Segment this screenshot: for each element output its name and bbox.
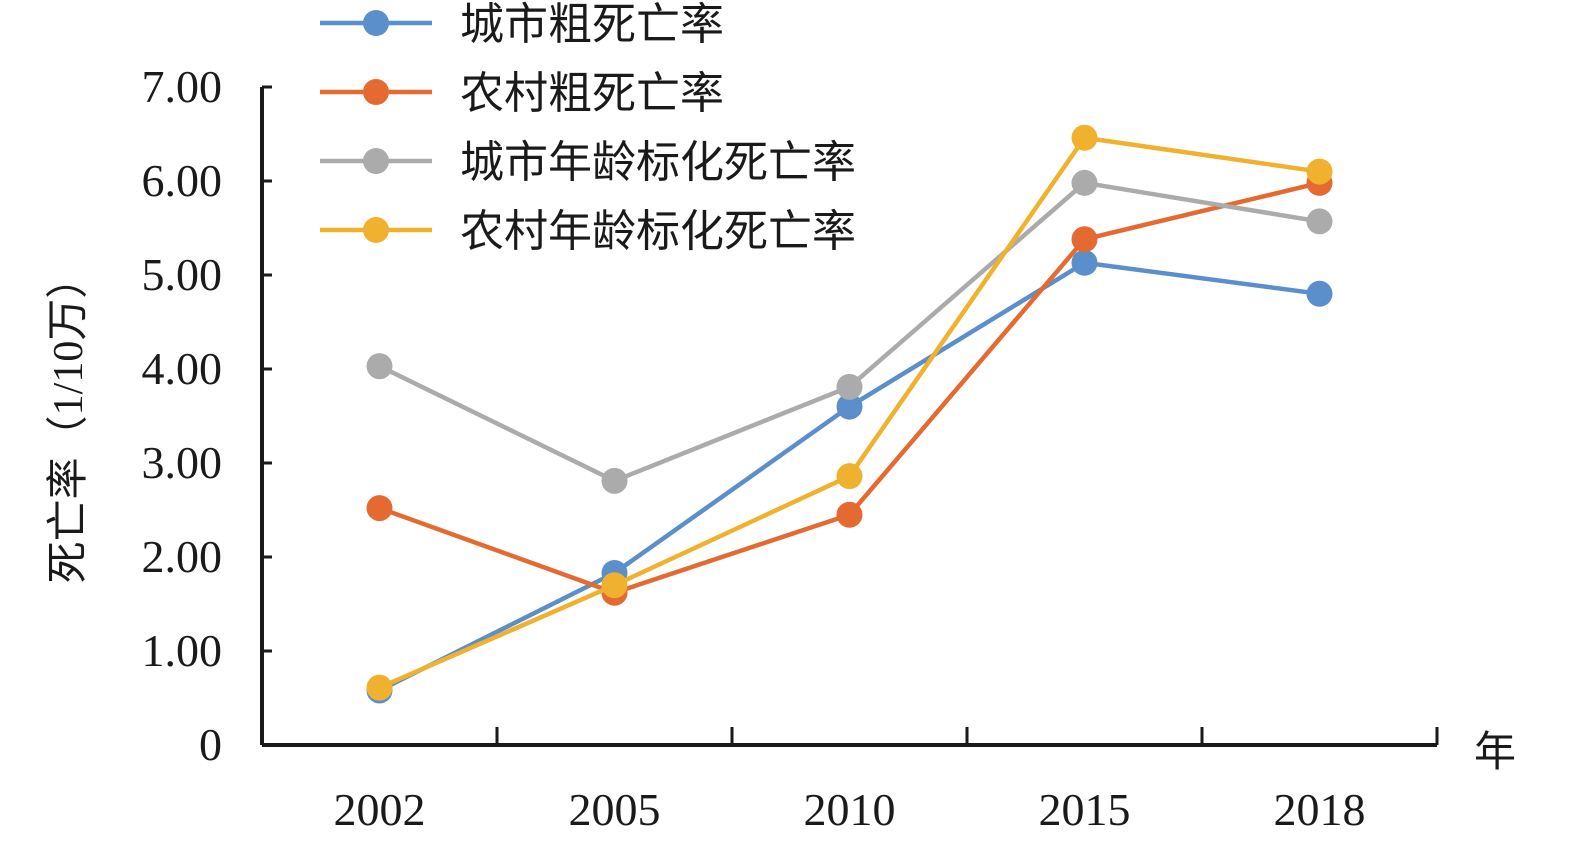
legend-marker xyxy=(363,217,389,243)
y-tick-label: 3.00 xyxy=(142,437,223,488)
data-point xyxy=(601,467,628,494)
series-layer xyxy=(366,124,1333,704)
data-point xyxy=(601,572,628,599)
legend-item-2: 农村粗死亡率 xyxy=(320,69,724,118)
legend-item-3: 城市年龄标化死亡率 xyxy=(320,138,856,187)
y-axis-title: 死亡率（1/10万） xyxy=(45,257,92,584)
y-tick-label: 4.00 xyxy=(142,343,223,394)
data-point xyxy=(366,674,393,701)
legend-marker xyxy=(363,148,389,174)
data-point xyxy=(1306,208,1333,235)
data-point xyxy=(836,373,863,400)
x-tick-label: 2010 xyxy=(804,784,896,835)
y-tick-label: 0 xyxy=(199,719,222,770)
legend-marker xyxy=(363,10,389,36)
y-axis: 0 1.00 2.00 3.00 4.00 5.00 6.00 7.00 xyxy=(142,61,272,770)
x-tick-label: 2005 xyxy=(569,784,661,835)
data-point xyxy=(1071,124,1098,151)
x-axis: 2002 2005 2010 2015 2018 xyxy=(260,727,1439,835)
legend-marker xyxy=(363,79,389,105)
legend-label: 农村粗死亡率 xyxy=(460,69,724,118)
data-point xyxy=(1306,158,1333,185)
y-tick-label: 2.00 xyxy=(142,531,223,582)
data-point xyxy=(1306,280,1333,307)
legend-label: 城市粗死亡率 xyxy=(460,0,724,49)
y-tick-label: 6.00 xyxy=(142,155,223,206)
x-tick-label: 2002 xyxy=(334,784,426,835)
data-point xyxy=(1071,226,1098,253)
series-3 xyxy=(366,169,1333,494)
legend-label: 农村年龄标化死亡率 xyxy=(460,207,856,256)
x-tick-label: 2015 xyxy=(1039,784,1131,835)
data-point xyxy=(1071,169,1098,196)
data-point xyxy=(366,495,393,522)
y-tick-label: 1.00 xyxy=(142,625,223,676)
legend-item-1: 城市粗死亡率 xyxy=(320,0,724,49)
y-tick-label: 5.00 xyxy=(142,249,223,300)
data-point xyxy=(836,501,863,528)
data-point xyxy=(836,463,863,490)
x-axis-title: 年 xyxy=(1474,729,1516,776)
x-tick-label: 2018 xyxy=(1274,784,1366,835)
data-point xyxy=(1071,249,1098,276)
data-point xyxy=(366,353,393,380)
legend-item-4: 农村年龄标化死亡率 xyxy=(320,207,856,256)
series-4 xyxy=(366,124,1333,701)
legend-label: 城市年龄标化死亡率 xyxy=(460,138,856,187)
data-point xyxy=(836,393,863,420)
y-tick-label: 7.00 xyxy=(142,61,223,112)
